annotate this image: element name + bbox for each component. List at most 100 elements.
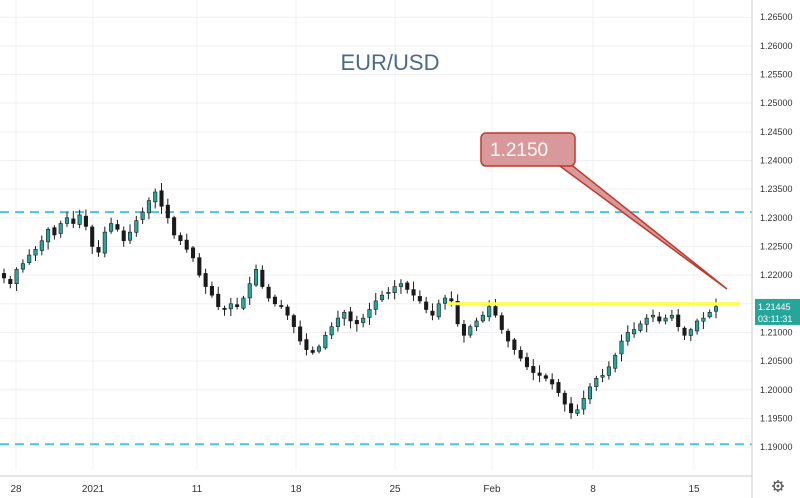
candle-body (109, 223, 114, 232)
candle-body (178, 235, 183, 242)
candle-body (493, 306, 498, 316)
candle-body (474, 320, 479, 328)
horizontal-levels (0, 211, 752, 446)
candle-body (386, 292, 391, 294)
candle-body (14, 269, 19, 284)
candle-body (461, 324, 466, 336)
candle-body (606, 366, 611, 376)
candle-body (203, 273, 208, 287)
candle-body (52, 227, 57, 236)
last-price-tag-bg (755, 298, 800, 325)
candle-body (285, 306, 290, 316)
y-tick-label: 1.24500 (760, 127, 793, 137)
y-tick-label: 1.22500 (760, 241, 793, 251)
x-tick-label: 15 (688, 484, 700, 495)
candle-body (480, 314, 485, 322)
candle-body (165, 204, 170, 219)
candle-body (77, 214, 82, 225)
candle-body (127, 231, 133, 241)
candle-body (279, 305, 284, 307)
chart-title: EUR/USD (340, 50, 439, 75)
candle-body (417, 296, 422, 302)
candle-body (235, 304, 240, 307)
candle-body (304, 339, 309, 350)
candle-body (115, 224, 120, 230)
candle-body (424, 301, 429, 310)
candle-body (39, 240, 44, 251)
candle-body (228, 303, 233, 310)
annotations: 1.2150 (447, 132, 740, 306)
candle-body (310, 350, 315, 353)
candle-body (153, 191, 158, 203)
y-tick-label: 1.23000 (760, 213, 793, 223)
candle-body (190, 247, 196, 259)
candle-body (682, 327, 687, 336)
candle-body (713, 306, 719, 312)
candle-body (581, 398, 586, 410)
candle-body (159, 190, 164, 207)
countdown-label: 03:11:31 (758, 314, 792, 324)
y-tick-label: 1.26500 (760, 12, 793, 22)
candle-body (146, 200, 151, 214)
candle-body (298, 326, 303, 342)
candle-body (27, 254, 32, 263)
candle-body (487, 306, 492, 318)
candle-body (33, 249, 38, 256)
candle-body (241, 297, 246, 309)
candle-body (569, 403, 574, 413)
candle-body (367, 309, 372, 318)
y-tick-label: 1.23500 (760, 184, 793, 194)
candle-body (96, 247, 101, 253)
candle-body (550, 379, 555, 385)
candle-body (468, 326, 473, 336)
candle-body (1, 273, 7, 279)
y-tick-label: 1.20500 (760, 356, 793, 366)
candle-body (455, 300, 460, 325)
candle-body (430, 310, 435, 316)
candle-body (197, 257, 202, 276)
candle-body (411, 289, 416, 296)
candle-body (140, 211, 145, 220)
candle-body (537, 372, 542, 376)
candle-body (669, 314, 674, 319)
candle-body (707, 312, 712, 318)
candle-body (348, 311, 353, 322)
candle-body (543, 375, 548, 379)
candle-body (361, 317, 366, 323)
y-tick-label: 1.19000 (760, 442, 793, 452)
candle-body (254, 269, 259, 286)
candle-body (380, 294, 385, 301)
candle-body (524, 357, 530, 368)
candle-body (638, 323, 643, 331)
candle-body (134, 220, 139, 233)
callout-box[interactable] (480, 132, 576, 167)
candle-body (594, 377, 599, 387)
candle-body (688, 329, 693, 336)
gear-icon[interactable] (772, 480, 784, 492)
x-tick-label: Feb (483, 484, 501, 495)
candle-body (506, 330, 511, 342)
candle-body (58, 223, 63, 234)
candle-body (317, 346, 322, 352)
candle-body (83, 215, 88, 227)
candle-body (701, 317, 706, 322)
candle-body (354, 320, 359, 325)
x-tick-label: 18 (290, 484, 302, 495)
x-tick-label: 28 (10, 484, 22, 495)
x-tick-label: 25 (389, 484, 401, 495)
candle-body (90, 226, 95, 247)
candle-body (436, 303, 441, 318)
candle-body (222, 307, 227, 310)
y-tick-label: 1.25500 (760, 70, 793, 80)
y-tick-label: 1.24000 (760, 155, 793, 165)
candle-body (392, 286, 397, 293)
y-tick-label: 1.21000 (760, 327, 793, 337)
candle-body (20, 263, 25, 270)
candle-body (575, 409, 580, 414)
candle-body (247, 283, 252, 299)
candle-body (216, 293, 221, 307)
candle-body (587, 386, 593, 400)
y-tick-label: 1.25000 (760, 98, 793, 108)
candle-body (373, 300, 378, 310)
